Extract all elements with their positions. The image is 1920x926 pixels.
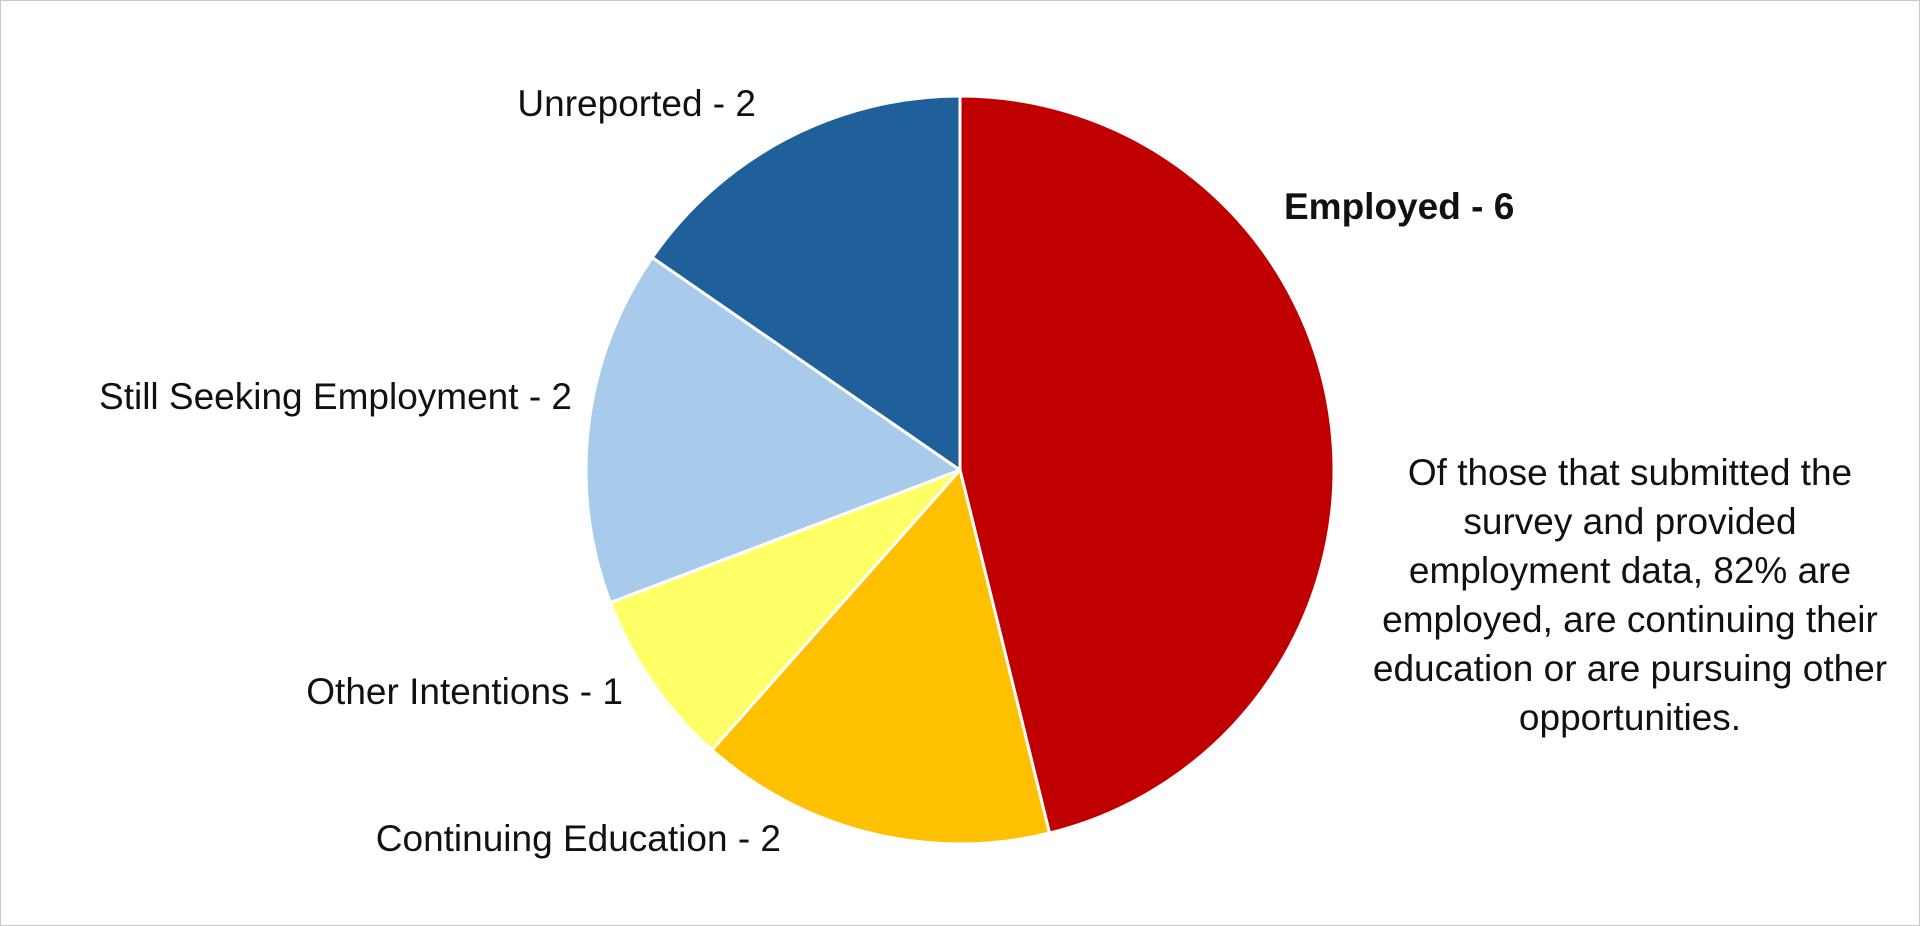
annotation: Of those that submitted the survey and p… (1372, 452, 1888, 738)
pie-slice (958, 94, 1336, 835)
slice-label: Employed - 6 (1284, 186, 1514, 227)
pie-slice (710, 468, 1051, 846)
slice-label: Unreported - 2 (517, 83, 756, 124)
slice-label: Still Seeking Employment - 2 (99, 376, 572, 417)
slice-label: Continuing Education - 2 (376, 818, 781, 859)
pie-slice (650, 94, 962, 472)
pie-slice (584, 256, 962, 605)
slice-label: Other Intentions - 1 (306, 671, 623, 712)
pie-slice (608, 468, 962, 752)
